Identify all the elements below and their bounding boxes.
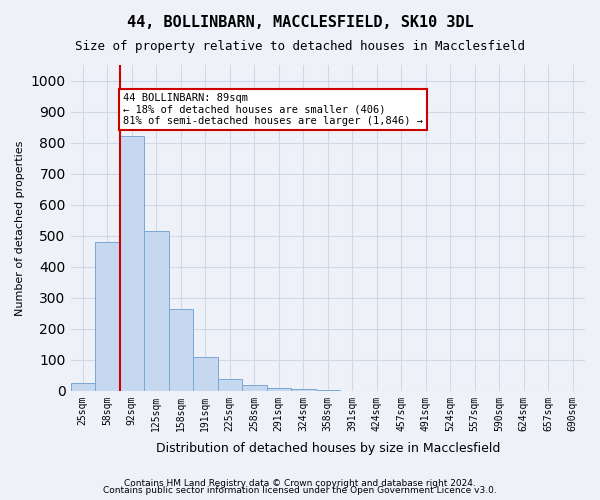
- Text: 44 BOLLINBARN: 89sqm
← 18% of detached houses are smaller (406)
81% of semi-deta: 44 BOLLINBARN: 89sqm ← 18% of detached h…: [123, 93, 423, 126]
- Bar: [193, 356, 218, 391]
- Bar: [95, 242, 119, 391]
- Bar: [71, 383, 95, 391]
- Y-axis label: Number of detached properties: Number of detached properties: [15, 140, 25, 316]
- X-axis label: Distribution of detached houses by size in Macclesfield: Distribution of detached houses by size …: [155, 442, 500, 455]
- Bar: [144, 231, 169, 391]
- Text: Contains public sector information licensed under the Open Government Licence v3: Contains public sector information licen…: [103, 486, 497, 495]
- Bar: [169, 308, 193, 391]
- Text: 44, BOLLINBARN, MACCLESFIELD, SK10 3DL: 44, BOLLINBARN, MACCLESFIELD, SK10 3DL: [127, 15, 473, 30]
- Bar: [291, 389, 316, 391]
- Bar: [119, 136, 144, 391]
- Bar: [218, 379, 242, 391]
- Bar: [266, 388, 291, 391]
- Text: Contains HM Land Registry data © Crown copyright and database right 2024.: Contains HM Land Registry data © Crown c…: [124, 478, 476, 488]
- Bar: [316, 390, 340, 391]
- Bar: [242, 384, 266, 391]
- Text: Size of property relative to detached houses in Macclesfield: Size of property relative to detached ho…: [75, 40, 525, 53]
